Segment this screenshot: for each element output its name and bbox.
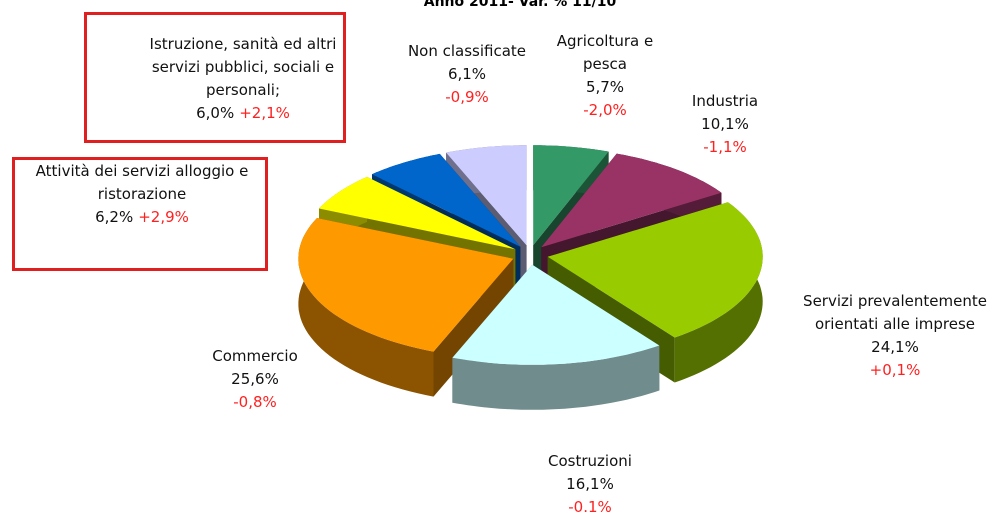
slice (298, 218, 514, 352)
category-label: Commercio (212, 347, 298, 365)
slice (547, 202, 763, 338)
slice-label: Agricoltura e pesca 5,7% -2,0% (535, 30, 675, 122)
slice-label: Costruzioni 16,1% -0.1% (510, 450, 670, 519)
category-label: Agricoltura e pesca (556, 32, 654, 73)
value-line: 25,6% (180, 368, 330, 391)
value-label: 6,0% (196, 104, 235, 122)
change-label: +2,9% (138, 208, 189, 226)
change-label: -0.1% (568, 498, 612, 516)
slice-label: Attività dei servizi alloggio e ristoraz… (17, 160, 267, 229)
slice-wall (298, 218, 434, 397)
category-label: Attività dei servizi alloggio e ristoraz… (35, 162, 249, 203)
value-label: 6,1% (447, 65, 487, 83)
value-line: 24,1% (780, 336, 1007, 359)
change-label: +0,1% (869, 361, 921, 379)
slice (372, 153, 521, 247)
change-label: +2,1% (239, 104, 290, 122)
slice-label: Commercio 25,6% -0,8% (180, 345, 330, 414)
category-label: Industria (691, 92, 759, 110)
value-label: 5,7% (585, 78, 625, 96)
category-label: Istruzione, sanità ed altri servizi pubb… (149, 35, 337, 99)
slice-label: Istruzione, sanità ed altri servizi pubb… (133, 33, 353, 125)
chart-title: Anno 2011- Var. % 11/10 (423, 0, 617, 10)
value-line: 6,1% (392, 63, 542, 86)
value-line: 10,1% (665, 113, 785, 136)
change-label: -2,0% (583, 101, 627, 119)
value-line: 16,1% (510, 473, 670, 496)
value-label: 25,6% (231, 370, 279, 388)
value-label: 10,1% (701, 115, 749, 133)
slice (452, 264, 660, 365)
value-line: 6,0% +2,1% (133, 102, 353, 125)
category-label: Servizi prevalentemente orientati alle i… (803, 292, 987, 333)
slice-wall (452, 345, 660, 410)
value-label: 6,2% (95, 208, 134, 226)
change-label: -1,1% (703, 138, 747, 156)
slice (541, 153, 722, 248)
change-label: -0,9% (445, 88, 489, 106)
category-label: Costruzioni (548, 452, 632, 470)
slice-label: Non classificate 6,1% -0,9% (392, 40, 542, 109)
slice (319, 176, 516, 250)
value-line: 5,7% (535, 76, 675, 99)
highlight-box (12, 157, 268, 271)
slice (533, 145, 609, 246)
value-label: 16,1% (566, 475, 614, 493)
value-label: 24,1% (871, 338, 919, 356)
highlight-box (84, 12, 346, 143)
slice-label: Servizi prevalentemente orientati alle i… (780, 290, 1007, 382)
change-label: -0,8% (233, 393, 277, 411)
value-line: 6,2% +2,9% (17, 206, 267, 229)
slice (446, 145, 527, 246)
slice-label: Industria 10,1% -1,1% (665, 90, 785, 159)
category-label: Non classificate (407, 42, 527, 60)
